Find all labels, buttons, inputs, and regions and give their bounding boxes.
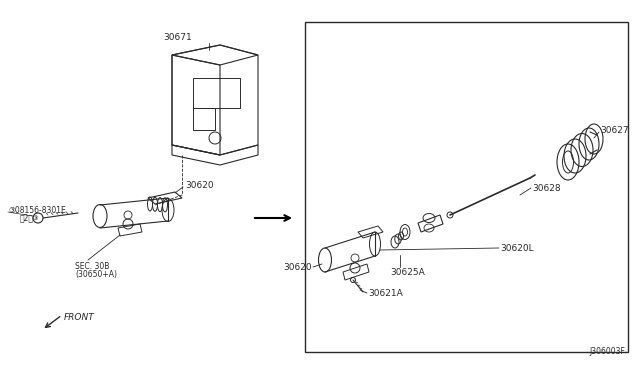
- Bar: [305, 22, 628, 352]
- Text: 30620: 30620: [284, 263, 312, 272]
- Text: FRONT: FRONT: [64, 313, 95, 322]
- Text: ③: ③: [32, 215, 38, 221]
- Text: SEC. 30B: SEC. 30B: [75, 262, 109, 271]
- Text: 30620L: 30620L: [500, 244, 534, 253]
- Text: 30621A: 30621A: [368, 289, 403, 298]
- Text: 30671: 30671: [164, 33, 193, 42]
- Text: ③08156-8301E: ③08156-8301E: [8, 205, 66, 215]
- Text: 30625A: 30625A: [390, 268, 425, 277]
- Text: 30628: 30628: [532, 183, 561, 192]
- Text: 30620: 30620: [185, 180, 214, 189]
- Text: (30650+A): (30650+A): [75, 270, 117, 279]
- Text: 30627: 30627: [600, 125, 628, 135]
- Text: J306003F: J306003F: [589, 347, 625, 356]
- Text: 〈2〉: 〈2〉: [20, 214, 34, 222]
